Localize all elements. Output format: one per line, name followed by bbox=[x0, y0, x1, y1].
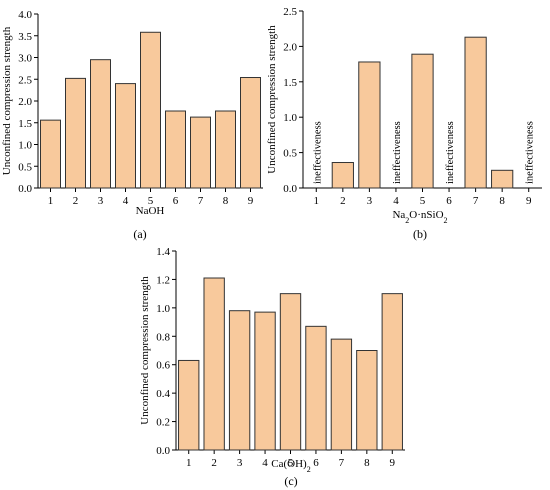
chart2-ytick-label: 0.6 bbox=[156, 360, 170, 372]
chart1-y-axis-label: Unconfined compression strength bbox=[266, 25, 278, 174]
chart2-bar bbox=[203, 277, 225, 451]
chart0-xtick-label: 1 bbox=[48, 195, 54, 207]
chart0-ytick-label: 2.0 bbox=[18, 96, 32, 108]
chart1-ytick-label: 0.0 bbox=[283, 183, 297, 195]
chart0-ytick-label: 4.0 bbox=[18, 9, 32, 21]
chart2-xtick-label: 1 bbox=[186, 457, 192, 469]
chart2-xtick-label: 5 bbox=[288, 457, 294, 469]
chart2-panel-label: (c) bbox=[284, 474, 297, 488]
chart2-bar bbox=[254, 311, 276, 451]
chart1-ineffectiveness-label: ineffectiveness bbox=[312, 121, 323, 184]
chart2-ytick-label: 0.2 bbox=[156, 417, 170, 429]
chart0-bar bbox=[115, 83, 136, 189]
chart0-xtick-label: 9 bbox=[248, 195, 254, 207]
chart2-ytick-label: 1.4 bbox=[156, 246, 170, 258]
chart0-xtick-label: 2 bbox=[73, 195, 79, 207]
chart0-bar bbox=[215, 110, 236, 189]
chart1-bar bbox=[331, 162, 354, 189]
chart2-bar bbox=[178, 359, 200, 451]
chart1-ytick-label: 2.0 bbox=[283, 41, 297, 53]
chart2-xtick-label: 7 bbox=[339, 457, 345, 469]
chart0-xtick-label: 8 bbox=[223, 195, 229, 207]
chart1-bar bbox=[464, 36, 487, 189]
chart1-bar bbox=[358, 61, 381, 189]
chart1-ytick-label: 2.5 bbox=[283, 6, 297, 18]
chart1-xtick-label: 3 bbox=[367, 195, 373, 207]
chart2-xtick-label: 2 bbox=[211, 457, 217, 469]
chart2-y-axis-label: Unconfined compression strength bbox=[139, 276, 151, 425]
chart1-xtick-label: 5 bbox=[420, 195, 426, 207]
chart1-ytick-label: 1.5 bbox=[283, 77, 297, 89]
chart0-ytick-label: 3.0 bbox=[18, 53, 32, 65]
chart2-bar bbox=[330, 338, 353, 451]
chart2-bar bbox=[381, 293, 403, 451]
chart0-ytick-label: 2.5 bbox=[18, 74, 32, 86]
chart0-bar bbox=[40, 119, 61, 189]
chart2-ytick-label: 1.0 bbox=[156, 303, 170, 315]
chart2-x-axis-label: Ca(OH)2 bbox=[271, 458, 310, 474]
chart2-bar bbox=[228, 310, 251, 451]
chart0-ytick-label: 0.0 bbox=[18, 183, 32, 195]
chart1-ytick-label: 0.5 bbox=[283, 148, 297, 160]
chart2-xtick-label: 9 bbox=[390, 457, 396, 469]
chart0-bar bbox=[65, 77, 86, 189]
chart0-bar bbox=[165, 110, 186, 189]
chart0-bar bbox=[140, 31, 161, 189]
chart1-ineffectiveness-label: ineffectiveness bbox=[525, 121, 536, 184]
chart0-panel-label: (a) bbox=[133, 227, 146, 241]
chart2-xtick-label: 8 bbox=[364, 457, 370, 469]
chart1-xtick-label: 8 bbox=[499, 195, 505, 207]
chart1-xtick-label: 7 bbox=[473, 195, 479, 207]
chart0-ytick-label: 1.5 bbox=[18, 118, 32, 130]
chart2-ytick-label: 0.4 bbox=[156, 388, 170, 400]
chart1-xtick-label: 9 bbox=[526, 195, 532, 207]
chart0-x-axis-label: NaOH bbox=[136, 205, 165, 217]
chart0-xtick-label: 6 bbox=[173, 195, 179, 207]
chart0-xtick-label: 5 bbox=[148, 195, 154, 207]
chart2-xtick-label: 3 bbox=[237, 457, 243, 469]
chart0-ytick-label: 1.0 bbox=[18, 140, 32, 152]
chart0-xtick-label: 4 bbox=[123, 195, 129, 207]
chart2-xtick-label: 4 bbox=[262, 457, 268, 469]
chart1-bar bbox=[411, 53, 434, 189]
chart1-bar bbox=[491, 169, 514, 189]
chart0-ytick-label: 0.5 bbox=[18, 161, 32, 173]
chart2-ytick-label: 1.2 bbox=[156, 274, 170, 286]
chart1-ineffectiveness-label: ineffectiveness bbox=[392, 121, 403, 184]
chart0-bar bbox=[90, 59, 111, 189]
chart0-bar bbox=[190, 116, 211, 189]
chart2-bar bbox=[305, 325, 327, 451]
chart2-ytick-label: 0.8 bbox=[156, 331, 170, 343]
chart1-panel-label: (b) bbox=[413, 227, 427, 241]
chart0-y-axis-label: Unconfined compression strength bbox=[1, 26, 13, 175]
chart1-ineffectiveness-label: ineffectiveness bbox=[445, 121, 456, 184]
chart1-x-axis-label: Na2O·nSiO2 bbox=[392, 209, 447, 225]
chart2-bar bbox=[279, 293, 302, 451]
chart1-xtick-label: 1 bbox=[314, 195, 320, 207]
chart1-ytick-label: 1.0 bbox=[283, 112, 297, 124]
chart1-xtick-label: 2 bbox=[340, 195, 346, 207]
chart0-bar bbox=[240, 77, 261, 189]
chart2-xtick-label: 6 bbox=[313, 457, 319, 469]
chart2-bar bbox=[356, 350, 378, 451]
chart1-xtick-label: 6 bbox=[446, 195, 452, 207]
chart0-xtick-label: 3 bbox=[98, 195, 104, 207]
chart2-ytick-label: 0.0 bbox=[156, 445, 170, 457]
chart1-xtick-label: 4 bbox=[393, 195, 399, 207]
chart0-ytick-label: 3.5 bbox=[18, 31, 32, 43]
chart0-xtick-label: 7 bbox=[198, 195, 204, 207]
